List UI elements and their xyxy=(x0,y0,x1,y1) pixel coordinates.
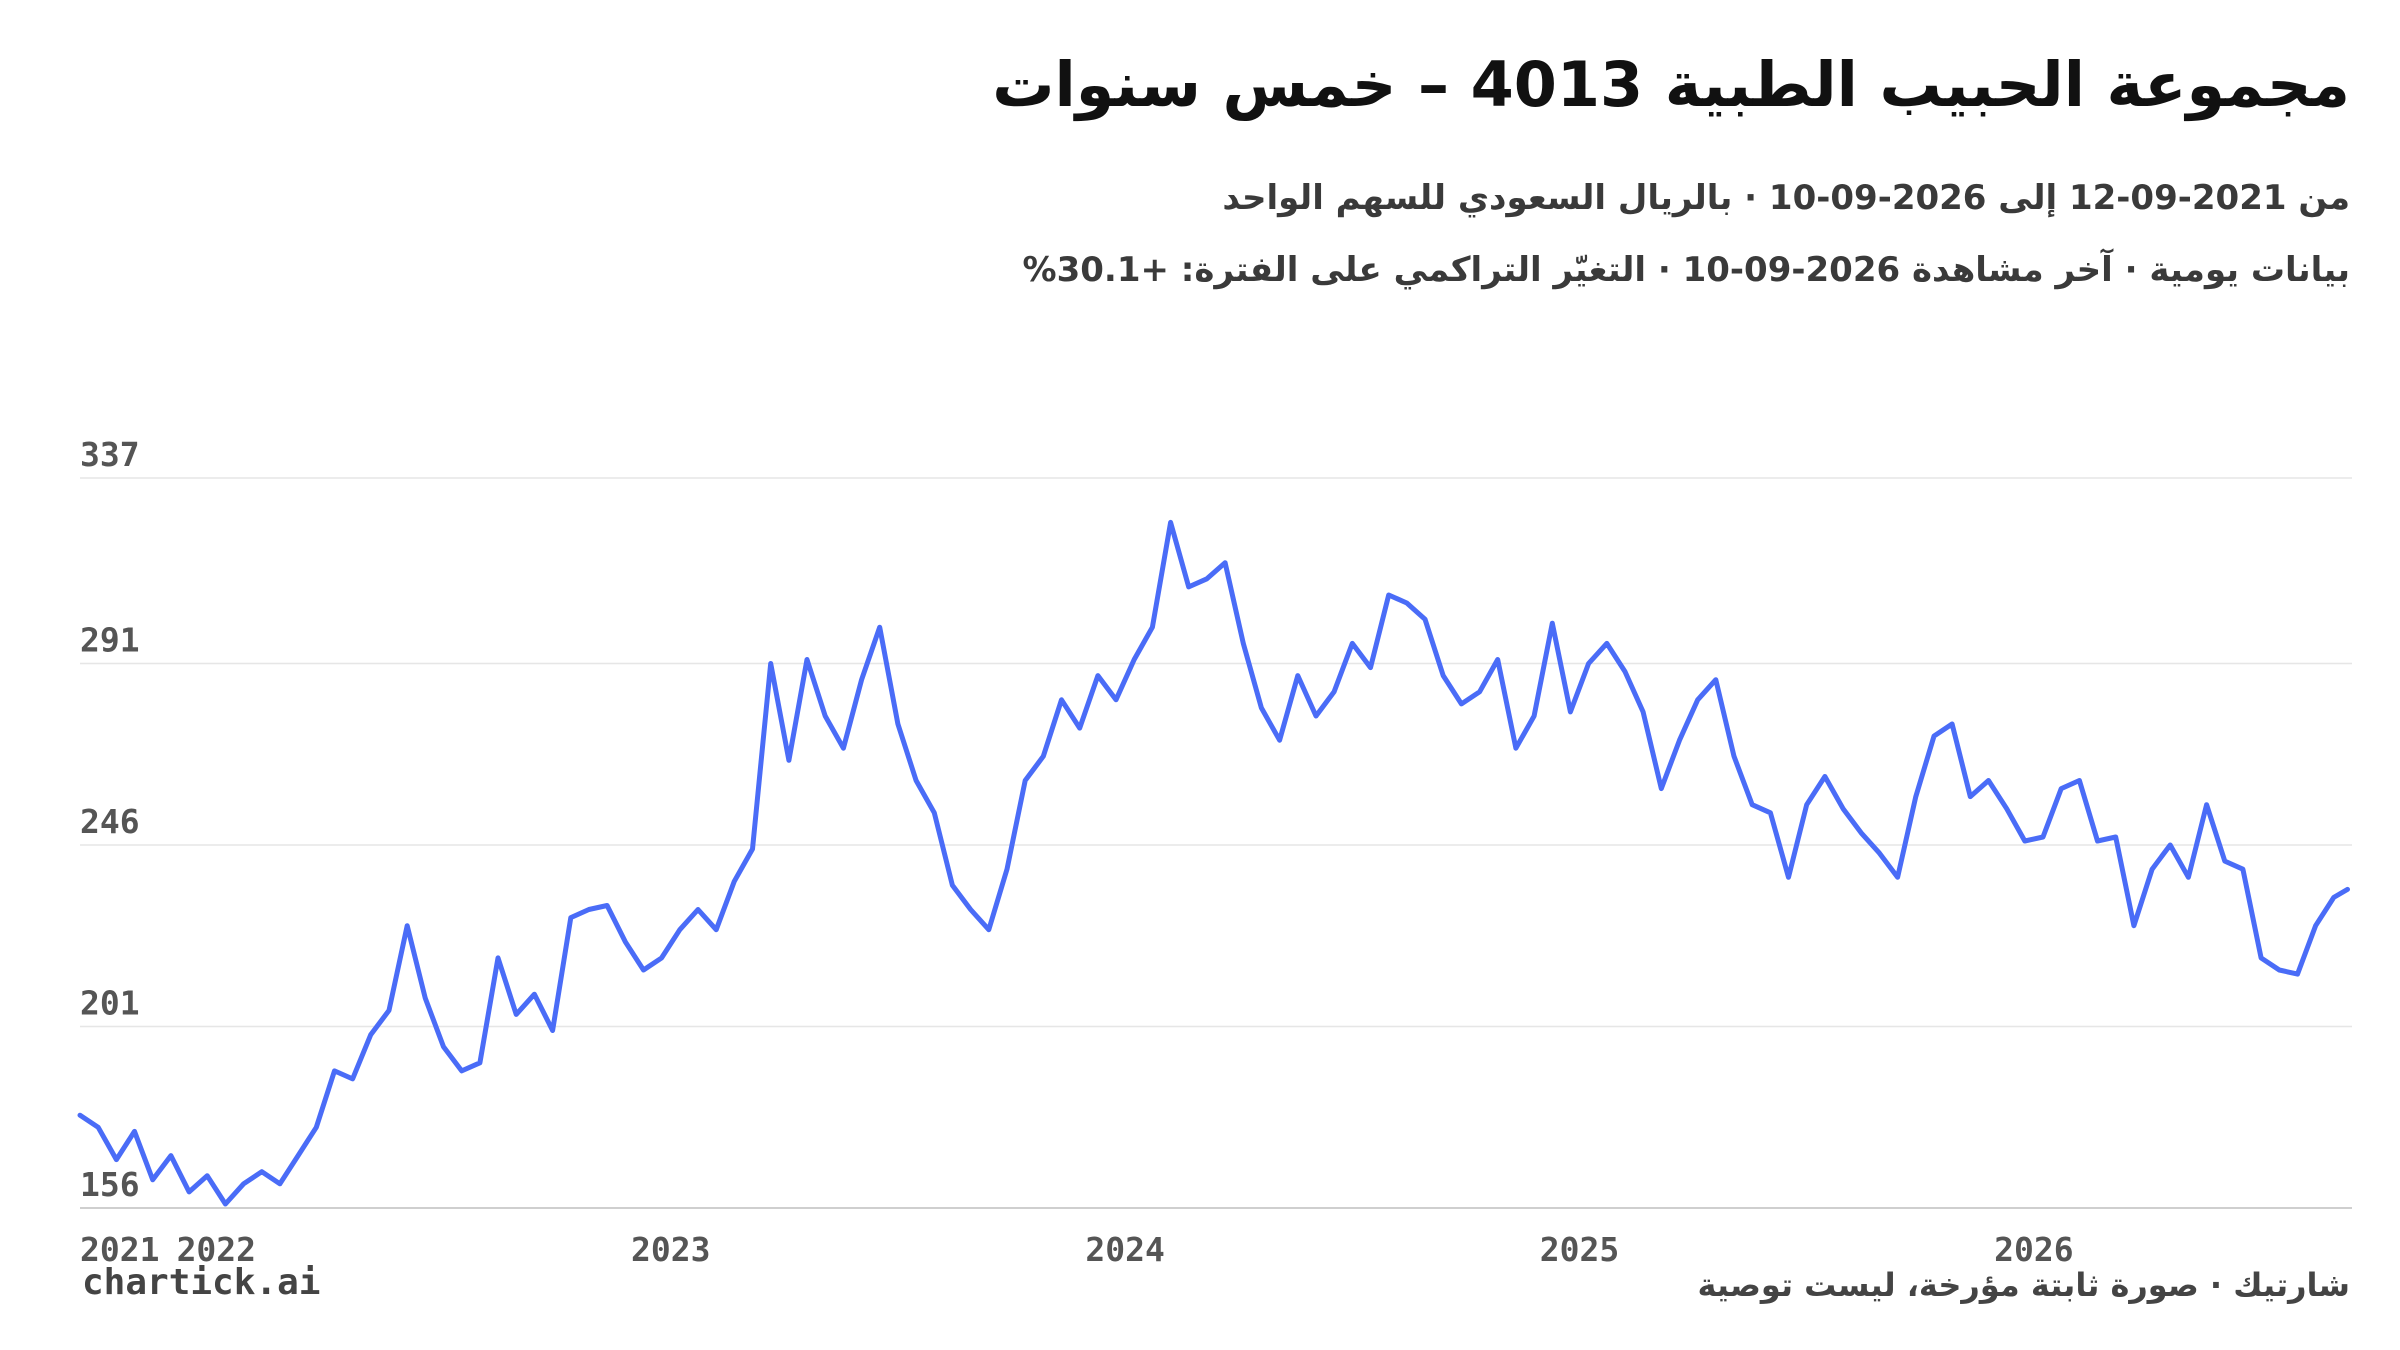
x-tick-label: 2021 xyxy=(80,1230,159,1269)
y-tick-label: 337 xyxy=(80,435,140,474)
chart-title: مجموعة الحبيب الطبية 4013 – خمس سنوات xyxy=(992,48,2350,121)
x-tick-label: 2024 xyxy=(1085,1230,1164,1269)
price-series-line xyxy=(77,519,2350,1207)
chart-subtitle-summary: بيانات يومية · آخر مشاهدة 2026-09-10 · ا… xyxy=(1022,250,2350,290)
y-tick-label: 291 xyxy=(80,621,140,660)
y-tick-label: 156 xyxy=(80,1165,140,1204)
y-tick-label: 246 xyxy=(80,802,140,841)
x-tick-label: 2026 xyxy=(1994,1230,2073,1269)
brand-logo-text: chartick.ai xyxy=(82,1262,321,1303)
x-tick-label: 2023 xyxy=(631,1230,710,1269)
chart-subtitle-range: من 2021-09-12 إلى 2026-09-10 · بالريال ا… xyxy=(1222,178,2350,218)
x-axis-tick-labels: 2021 2022 2023 2024 2025 2026 xyxy=(80,1230,2074,1269)
y-axis-tick-labels: 156 201 246 291 337 xyxy=(80,435,140,1204)
footer-disclaimer: شارتيك · صورة ثابتة مؤرخة، ليست توصية xyxy=(1697,1266,2351,1304)
x-tick-label: 2022 xyxy=(177,1230,256,1269)
x-tick-label: 2025 xyxy=(1540,1230,1619,1269)
gridlines xyxy=(80,477,2352,1209)
y-tick-label: 201 xyxy=(80,984,140,1023)
